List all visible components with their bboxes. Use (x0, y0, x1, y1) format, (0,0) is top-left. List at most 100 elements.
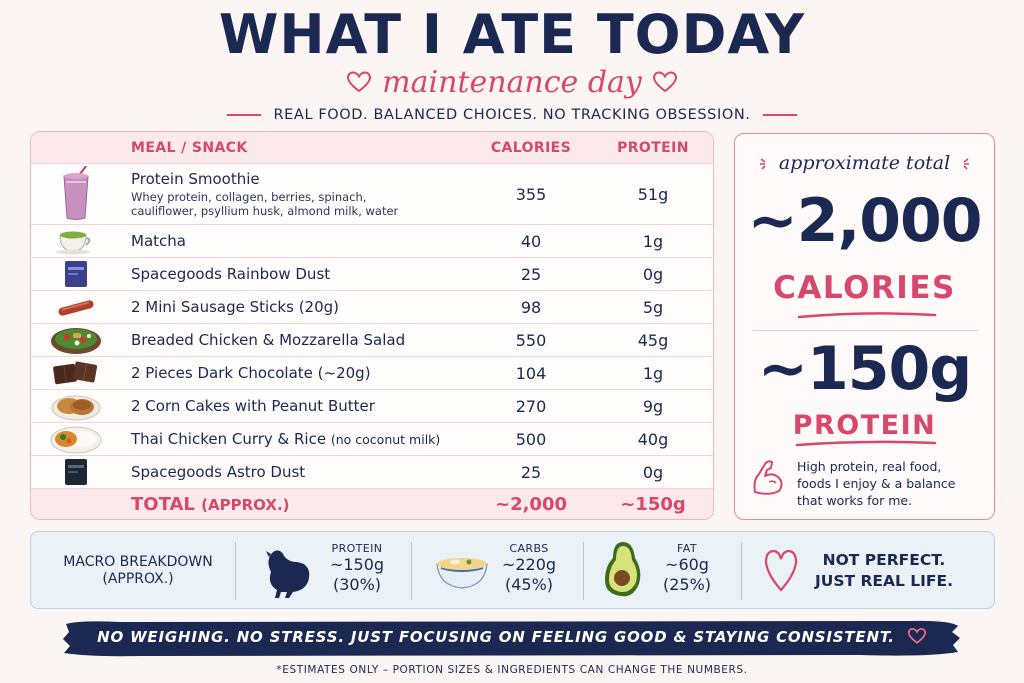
macro-protein: PROTEIN ~150g (30%) (317, 542, 397, 595)
protein-value: 45g (637, 330, 669, 350)
heart-outline-icon (907, 627, 926, 644)
noodle-bowl-icon (436, 558, 488, 589)
meal-name: 2 Pieces Dark Chocolate (~20g) (131, 364, 371, 382)
meal-name-note: (no coconut milk) (330, 432, 441, 447)
meal-name: 2 Mini Sausage Sticks (20g) (131, 298, 340, 316)
subtitle-row: maintenance day (0, 62, 1024, 102)
table-row: 2 Pieces Dark Chocolate (~20g) 104 1g (31, 356, 713, 389)
table-row: Spacegoods Astro Dust 25 0g (31, 455, 713, 488)
macro-title-line: MACRO BREAKDOWN (63, 554, 213, 570)
table-header: MEAL / SNACK CALORIES PROTEIN (31, 132, 713, 163)
meal-name: Spacegoods Astro Dust (131, 463, 306, 481)
calories-value: 500 (515, 429, 547, 449)
divider (411, 542, 412, 600)
protein-value: 0g (642, 264, 664, 284)
table-row: Matcha 40 1g (31, 224, 713, 257)
header-protein: PROTEIN (617, 139, 689, 156)
meal-name: Breaded Chicken & Mozzarella Salad (131, 331, 406, 349)
calories-value: 104 (515, 363, 547, 383)
motto-line: JUST REAL LIFE. (815, 572, 953, 590)
macro-title-line: (APPROX.) (102, 571, 174, 587)
macro-value: ~220g (501, 555, 557, 574)
pouch-dark-icon (49, 457, 103, 487)
calories-value: 25 (520, 264, 542, 284)
flexed-arm-icon (753, 460, 783, 495)
summary-note-line: that works for me. (797, 493, 913, 508)
divider (235, 542, 236, 600)
summary-divider (753, 330, 978, 331)
table-row: 2 Corn Cakes with Peanut Butter 270 9g (31, 389, 713, 422)
macro-breakdown-bar: MACRO BREAKDOWN (APPROX.) PROTEIN ~150g … (30, 531, 995, 609)
macro-label: PROTEIN (331, 542, 383, 555)
macro-percent: (25%) (662, 575, 712, 594)
subtitle: maintenance day (382, 64, 642, 100)
matcha-icon (49, 227, 103, 255)
protein-value: 9g (642, 396, 664, 416)
macro-value: ~150g (329, 555, 385, 574)
banner-text: NO WEIGHING. NO STRESS. JUST FOCUSING ON… (60, 627, 964, 646)
meal-table: MEAL / SNACK CALORIES PROTEIN Protein Sm… (30, 131, 714, 520)
meal-name-main: Thai Chicken Curry & Rice (131, 430, 327, 448)
brush-banner (63, 620, 960, 657)
approx-total-label: approximate total (778, 152, 951, 174)
meal-name: 2 Corn Cakes with Peanut Butter (131, 397, 375, 415)
protein-value: 0g (642, 462, 664, 482)
summary-note-line: High protein, real food, (797, 459, 942, 474)
calories-value: 355 (515, 184, 547, 204)
summary-card: approximate total ~2,000 CALORIES ~150g … (734, 133, 995, 520)
tagline-rule (762, 114, 797, 116)
tagline: REAL FOOD. BALANCED CHOICES. NO TRACKING… (273, 107, 751, 123)
heart-outline-icon (764, 549, 798, 592)
protein-value: 5g (642, 297, 664, 317)
table-row: Protein Smoothie Whey protein, collagen,… (31, 163, 713, 224)
macro-percent: (30%) (332, 575, 382, 594)
header-calories: CALORIES (490, 139, 572, 156)
corn-cake-icon (49, 391, 103, 421)
total-label: TOTAL (APPROX.) (131, 494, 290, 515)
protein-value: 1g (642, 231, 664, 251)
total-label-note: (APPROX.) (201, 496, 290, 514)
calories-value: 25 (520, 462, 542, 482)
meal-name: Thai Chicken Curry & Rice (no coconut mi… (131, 430, 440, 448)
banner-message: NO WEIGHING. NO STRESS. JUST FOCUSING ON… (97, 628, 895, 646)
sausage-icon (49, 294, 103, 320)
macro-title: MACRO BREAKDOWN (APPROX.) (43, 554, 233, 588)
macro-percent: (45%) (504, 575, 554, 594)
approx-row: approximate total (735, 152, 994, 174)
calories-word: CALORIES (773, 270, 956, 306)
calories-value: 270 (515, 396, 547, 416)
motto-line: NOT PERFECT. (822, 551, 946, 569)
table-row: Spacegoods Rainbow Dust 25 0g (31, 257, 713, 290)
calories-value: 98 (520, 297, 542, 317)
macro-carbs: CARBS ~220g (45%) (489, 542, 569, 595)
page-title: WHAT I ATE TODAY (218, 3, 806, 66)
underline-swoosh (797, 312, 937, 319)
sparkle-icon (963, 158, 970, 170)
sparkle-icon (759, 158, 766, 170)
total-calories-big: ~2,000 (747, 186, 982, 256)
protein-value: 40g (637, 429, 669, 449)
pouch-icon (49, 259, 103, 289)
calories-value: 550 (515, 330, 547, 350)
meal-description: Whey protein, collagen, berries, spinach… (131, 190, 399, 218)
chocolate-icon (49, 359, 103, 387)
macro-fat: FAT ~60g (25%) (647, 542, 727, 595)
divider (741, 542, 742, 600)
summary-note-line: foods I enjoy & a balance (797, 476, 956, 491)
heart-outline-icon (652, 71, 677, 93)
divider (583, 542, 584, 600)
macro-label: CARBS (509, 542, 549, 555)
salad-icon (49, 324, 103, 356)
table-row: 2 Mini Sausage Sticks (20g) 98 5g (31, 290, 713, 323)
protein-word: PROTEIN (792, 410, 937, 441)
macro-value: ~60g (665, 555, 709, 574)
calories-value: 40 (520, 231, 542, 251)
footnote: *ESTIMATES ONLY – PORTION SIZES & INGRED… (276, 664, 748, 676)
chicken-icon (266, 550, 310, 598)
protein-value: 51g (637, 184, 669, 204)
curry-icon (49, 423, 103, 455)
protein-value: 1g (642, 363, 664, 383)
macro-label: FAT (677, 542, 697, 555)
header-meal: MEAL / SNACK (131, 139, 248, 156)
heart-outline-icon (347, 71, 372, 93)
